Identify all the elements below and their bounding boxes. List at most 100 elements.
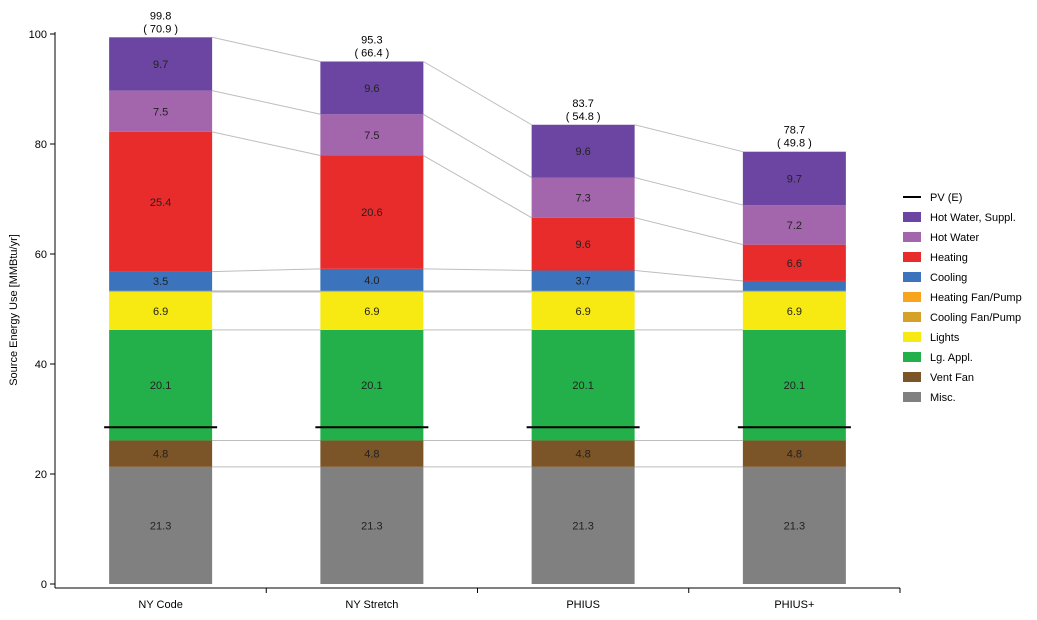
segment-value-label: 4.0 [364, 275, 379, 287]
total-net-label: ( 54.8 ) [566, 111, 601, 123]
bar-segment [531, 291, 635, 292]
y-tick-label: 0 [41, 579, 47, 591]
legend-label: PV (E) [930, 192, 962, 204]
connector-line [212, 90, 321, 115]
bar-segment [320, 155, 424, 269]
bars-group: 21.3 4.8 20.1 6.9 3.5 25.4 7.5 9.7 21.3 4.8 20.1 6.… [109, 37, 846, 584]
legend-label: Heating Fan/Pump [930, 292, 1022, 304]
legend: PV (E) Hot Water, Suppl. Hot Water Heating C… [903, 192, 1022, 404]
bar-segment [531, 466, 635, 584]
segment-value-label: 25.4 [150, 197, 171, 209]
bar-segment [531, 329, 635, 441]
segment-value-label: 20.1 [150, 380, 171, 392]
y-tick-label: 40 [35, 359, 47, 371]
bar-segment [531, 177, 635, 218]
axes-group: NY Code NY Stretch PHIUS PHIUS+ 0 20 40 60 80 100 [29, 29, 901, 611]
bar-segment [109, 290, 213, 292]
segment-value-label: 4.8 [787, 449, 802, 461]
bar-segment [320, 291, 424, 292]
bar-segment [531, 270, 635, 291]
segment-value-label: 7.5 [153, 106, 168, 118]
legend-swatch [903, 272, 921, 282]
total-gross-label: 95.3 [361, 35, 382, 47]
total-gross-label: 83.7 [572, 98, 593, 110]
legend-label: Lights [930, 332, 960, 344]
segment-value-label: 9.7 [153, 59, 168, 71]
segment-value-label: 6.9 [575, 306, 590, 318]
bar-segment [109, 329, 213, 441]
legend-label: Cooling [930, 272, 967, 284]
segment-value-label: 6.9 [153, 306, 168, 318]
legend-label: Vent Fan [930, 372, 974, 384]
y-tick-label: 100 [29, 29, 47, 41]
bar-segment [742, 291, 846, 330]
bar-segment [531, 217, 635, 271]
bar-segment [742, 329, 846, 441]
connector-line [634, 177, 743, 206]
segment-value-label: 9.6 [575, 146, 590, 158]
legend-swatch [903, 332, 921, 342]
total-net-label: ( 66.4 ) [354, 48, 389, 60]
legend-swatch [903, 312, 921, 322]
total-gross-label: 78.7 [784, 125, 805, 137]
legend-label: Cooling Fan/Pump [930, 312, 1021, 324]
connector-line [212, 268, 321, 273]
legend-swatch [903, 392, 921, 402]
y-tick-label: 80 [35, 139, 47, 151]
bar-segment [109, 37, 213, 91]
legend-swatch [903, 252, 921, 262]
segment-value-label: 20.1 [784, 380, 805, 392]
bar-segment [742, 280, 846, 291]
legend-swatch [903, 352, 921, 362]
segment-value-label: 4.8 [153, 449, 168, 461]
bar-segment [531, 290, 635, 292]
total-labels: 99.8( 70.9 ) 95.3( 66.4 ) 83.7( 54.8 ) 78.7… [143, 10, 812, 149]
connector-lines [212, 36, 743, 468]
connector-line [423, 113, 532, 178]
bar-segment [320, 466, 424, 584]
segment-value-label: 9.6 [364, 83, 379, 95]
segment-value-label: 4.8 [575, 449, 590, 461]
connector-line [423, 61, 532, 126]
total-net-label: ( 49.8 ) [777, 138, 812, 150]
segment-value-label: 21.3 [784, 520, 805, 532]
connector-line [634, 270, 743, 282]
x-tick-label: PHIUS+ [774, 599, 814, 611]
bar-segment [531, 291, 635, 330]
segment-value-label: 6.6 [787, 258, 802, 270]
bar-segment [742, 290, 846, 292]
segment-value-label: 21.3 [572, 520, 593, 532]
bar-segment [742, 466, 846, 584]
bar-segment [742, 205, 846, 245]
bar-segment [742, 291, 846, 292]
bar-segment [531, 124, 635, 178]
segment-value-label: 21.3 [361, 520, 382, 532]
bar-segment [320, 268, 424, 291]
legend-swatch [903, 212, 921, 222]
bar-segment [320, 290, 424, 292]
segment-value-label: 3.5 [153, 276, 168, 288]
segment-value-label: 7.2 [787, 220, 802, 232]
segment-value-label: 9.7 [787, 173, 802, 185]
y-axis-title: Source Energy Use [MMBtu/yr] [8, 234, 20, 386]
bar-segment [320, 329, 424, 441]
total-gross-label: 99.8 [150, 10, 171, 22]
bar-segment [109, 466, 213, 584]
segment-value-label: 20.6 [361, 207, 382, 219]
bar-segment [742, 440, 846, 467]
segment-value-label: 6.9 [364, 306, 379, 318]
segment-value-label: 4.8 [364, 449, 379, 461]
bar-segment [320, 291, 424, 330]
segment-value-label: 6.9 [787, 306, 802, 318]
segment-value-label: 20.1 [361, 380, 382, 392]
legend-label: Hot Water, Suppl. [930, 212, 1016, 224]
y-tick-label: 60 [35, 249, 47, 261]
connector-line [634, 217, 743, 246]
legend-label: Heating [930, 252, 968, 264]
segment-value-label: 7.5 [364, 130, 379, 142]
bar-segment [320, 61, 424, 115]
connector-line [423, 155, 532, 219]
connector-line [212, 36, 321, 62]
bar-segment [109, 291, 213, 292]
